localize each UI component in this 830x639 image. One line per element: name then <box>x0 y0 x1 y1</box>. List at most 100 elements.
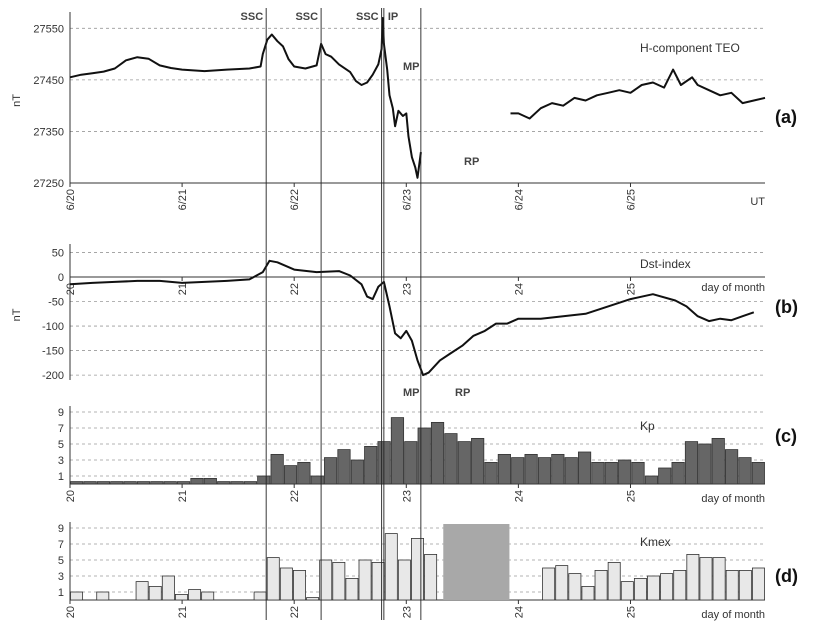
x-tick-label: 22 <box>289 283 301 295</box>
x-axis-label: UT <box>750 196 765 208</box>
bar <box>444 433 458 485</box>
bar <box>257 475 271 485</box>
bar <box>542 567 556 601</box>
dst-index-line <box>69 259 755 377</box>
y-tick-label: 7 <box>58 423 64 435</box>
series-label: Kp <box>640 419 655 433</box>
x-tick-label: 23 <box>401 283 413 295</box>
y-tick-label: 5 <box>58 439 64 451</box>
bar <box>177 481 191 485</box>
bar <box>371 562 385 601</box>
x-tick-label: 23 <box>401 490 413 502</box>
bar <box>136 481 151 485</box>
y-tick-label: -200 <box>42 370 64 382</box>
x-axis-label: day of month <box>701 282 765 294</box>
bar <box>537 457 552 485</box>
bar <box>324 457 338 485</box>
bar <box>725 449 739 485</box>
bar <box>660 573 674 601</box>
panel-label: (d) <box>775 566 798 586</box>
y-tick-label: 7 <box>58 539 64 551</box>
bar <box>594 570 608 601</box>
bar <box>70 481 84 485</box>
bar <box>524 453 538 485</box>
bar <box>684 441 699 485</box>
x-tick-label: 6/20 <box>65 189 77 210</box>
x-tick-label: 25 <box>625 606 637 618</box>
bar <box>397 559 411 601</box>
bar <box>390 417 405 485</box>
event-lines: SSC SSC SSC IP <box>241 8 422 620</box>
y-tick-label: 27350 <box>33 126 64 138</box>
x-tick-label: 21 <box>177 490 189 502</box>
bar <box>564 457 578 485</box>
bar <box>201 591 215 601</box>
bar <box>631 461 645 485</box>
bar <box>306 597 320 601</box>
bar <box>163 481 177 485</box>
bar <box>644 475 658 485</box>
bar <box>607 562 621 601</box>
y-tick-label: 9 <box>58 523 64 535</box>
x-tick-label: 24 <box>513 490 525 502</box>
bar <box>404 441 418 485</box>
bar <box>581 586 595 601</box>
bar <box>484 461 498 485</box>
bar <box>738 457 752 485</box>
x-tick-label: 24 <box>513 283 525 295</box>
event-label-ssc: SSC <box>356 11 379 23</box>
bar <box>283 465 298 485</box>
bar <box>279 567 293 601</box>
event-label-ssc: SSC <box>241 11 264 23</box>
bar <box>332 562 346 601</box>
x-tick-label: 21 <box>177 606 189 618</box>
bar <box>712 557 726 601</box>
bar <box>686 554 700 601</box>
bar <box>96 481 110 485</box>
y-axis-label: nT <box>11 308 23 321</box>
bar <box>230 481 244 485</box>
y-tick-label: 27450 <box>33 75 64 87</box>
panel-c-kp: 1 3 5 7 9 20 21 22 23 24 25 (c) Kp day of month <box>58 406 797 505</box>
x-tick-label: 24 <box>513 606 525 618</box>
bar <box>123 481 137 485</box>
bar <box>270 453 284 485</box>
annotation-rp: RP <box>455 387 470 399</box>
x-axis-label: day of month <box>701 493 765 505</box>
y-tick-label: 1 <box>58 587 64 599</box>
bar <box>70 591 84 601</box>
y-tick-label: 0 <box>58 272 64 284</box>
bar <box>135 581 149 601</box>
panel-label: (b) <box>775 297 798 317</box>
bar <box>699 557 713 601</box>
bar <box>297 461 311 485</box>
y-tick-label: 3 <box>58 455 64 467</box>
bar <box>411 538 424 601</box>
bar <box>345 578 359 601</box>
bar <box>577 451 592 485</box>
bar <box>725 570 739 601</box>
y-tick-label: -100 <box>42 321 64 333</box>
bar <box>310 475 324 485</box>
series-label: Kmex <box>640 535 671 549</box>
bar <box>511 457 525 485</box>
y-tick-label: 50 <box>52 247 64 259</box>
y-tick-label: 9 <box>58 407 64 419</box>
annotation-mp: MP <box>403 61 420 73</box>
bar <box>358 559 372 601</box>
bar <box>217 481 231 485</box>
bar <box>161 575 175 601</box>
bar <box>110 481 124 485</box>
bar <box>96 591 110 601</box>
bar <box>190 477 204 485</box>
x-tick-label: 22 <box>289 606 301 618</box>
missing-data-block <box>443 524 510 600</box>
bar <box>337 449 351 485</box>
y-tick-label: 27250 <box>33 178 64 190</box>
x-tick-label: 25 <box>625 283 637 295</box>
h-component-line <box>510 68 766 120</box>
panel-b-dst-index: 50 0 -50 -100 -150 -200 20 21 22 23 24 25 (b) Dst-ind… <box>11 244 798 399</box>
y-tick-label: 5 <box>58 555 64 567</box>
bar <box>457 441 471 485</box>
